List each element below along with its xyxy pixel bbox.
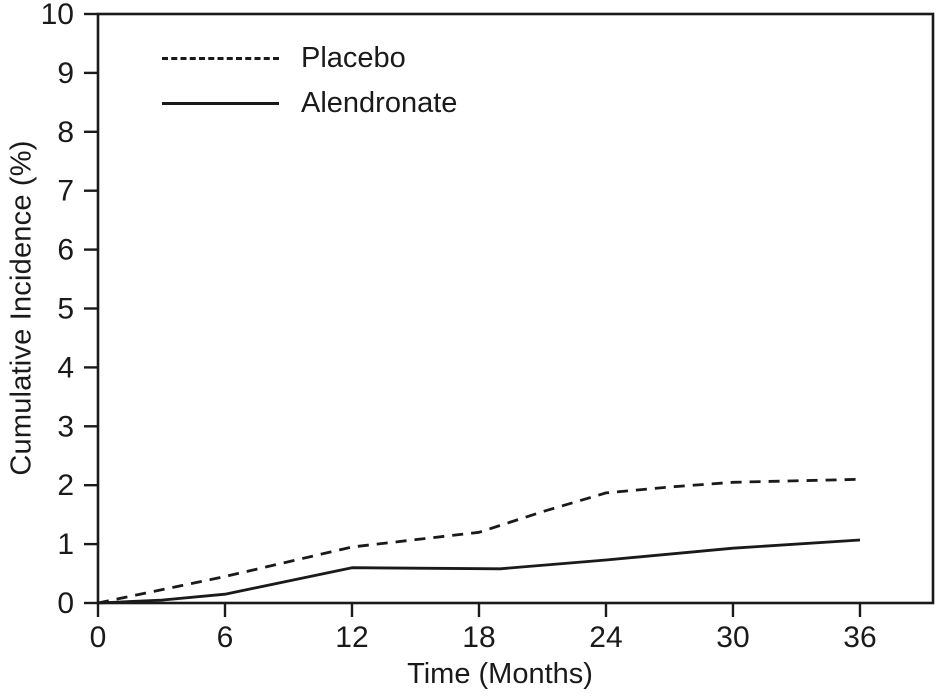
placebo-dashed-line-sample [162,56,279,60]
x-tick-label: 12 [335,621,368,654]
y-tick-label: 0 [57,587,74,620]
legend-label-placebo: Placebo [301,42,406,74]
x-tick-label: 6 [217,621,234,654]
y-axis-label: Cumulative Incidence (%) [5,140,38,476]
y-tick-label: 9 [57,57,74,90]
x-tick-label: 18 [462,621,495,654]
x-axis-label: Time (Months) [407,658,593,690]
y-tick-label: 4 [57,351,74,384]
legend-item-placebo: Placebo [162,40,457,76]
y-tick-label: 2 [57,469,74,502]
legend-label-alendronate: Alendronate [301,87,458,119]
y-tick-label: 5 [57,293,74,326]
series-line-placebo [97,477,861,605]
x-tick-label: 36 [843,621,876,654]
series-line-alendronate [97,538,861,605]
legend: Placebo Alendronate [162,40,457,121]
legend-item-alendronate: Alendronate [162,85,457,121]
y-tick-label: 6 [57,234,74,267]
alendronate-solid-line-sample [162,101,279,105]
y-tick-label: 10 [41,0,74,31]
y-tick-label: 7 [57,175,74,208]
x-tick-label: 30 [716,621,749,654]
y-tick-label: 8 [57,116,74,149]
y-tick-label: 3 [57,410,74,443]
x-tick-label: 24 [589,621,622,654]
x-tick-label: 0 [90,621,107,654]
y-tick-label: 1 [57,528,74,561]
